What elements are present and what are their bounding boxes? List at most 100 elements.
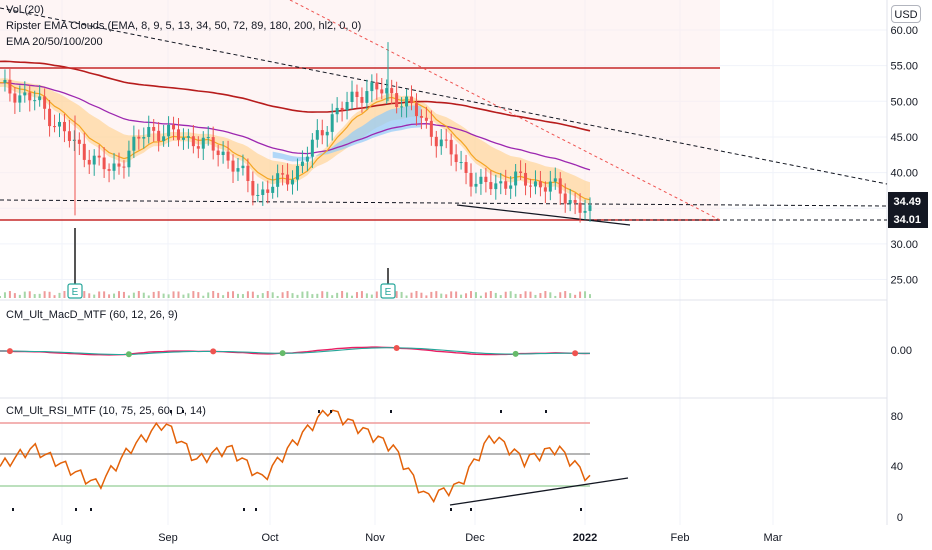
macd-tick-label: 0.00 — [891, 345, 912, 357]
volume-bar — [341, 291, 344, 298]
candle-body — [82, 143, 86, 160]
downtrend-line — [0, 7, 888, 185]
volume-bar — [346, 292, 349, 298]
rsi-signal-tick — [12, 508, 14, 511]
candle-body — [13, 93, 17, 103]
candle-body — [538, 181, 542, 188]
legend-volume: Vol (20) — [6, 4, 44, 16]
candle-body — [186, 136, 190, 138]
candle-body — [360, 97, 364, 103]
candle-body — [524, 172, 528, 186]
candle-body — [489, 182, 493, 190]
candle-body — [38, 96, 42, 101]
candle-body — [276, 173, 280, 187]
volume-bar — [430, 291, 433, 298]
price-tick-label: 40.00 — [890, 168, 918, 180]
candle-body — [340, 107, 344, 111]
volume-bar — [301, 291, 304, 298]
candle-body — [474, 183, 478, 187]
volume-bar — [504, 291, 507, 298]
candle-body — [246, 165, 250, 182]
candle-body — [365, 91, 369, 103]
volume-bar — [484, 292, 487, 298]
candle-body — [181, 137, 185, 140]
pink-shade-region — [0, 0, 720, 220]
volume-bar — [514, 293, 517, 298]
candle-body — [578, 202, 582, 213]
price-tick-label: 50.00 — [890, 96, 918, 108]
candle-body — [72, 139, 76, 142]
volume-bar — [227, 291, 230, 298]
candle-body — [514, 171, 518, 186]
volume-bar — [584, 291, 587, 298]
volume-bar — [405, 295, 408, 298]
rsi-pane[interactable] — [0, 409, 629, 511]
volume-bar — [544, 291, 547, 298]
candlesticks — [3, 42, 592, 223]
volume-bar — [539, 293, 542, 298]
candle-body — [419, 116, 423, 118]
macd-cross-dot — [279, 350, 286, 357]
volume-bar — [524, 291, 527, 298]
volume-bar — [286, 291, 289, 298]
candle-body — [320, 130, 324, 136]
volume-bar — [187, 293, 190, 298]
candle-body — [543, 187, 547, 192]
volume-bar — [88, 293, 91, 298]
volume-bar — [529, 291, 532, 298]
candle-body — [102, 157, 106, 170]
volume-bar — [316, 293, 319, 298]
volume-bar — [395, 291, 398, 298]
candle-body — [529, 185, 533, 187]
rsi-signal-tick — [182, 410, 184, 413]
volume-bar — [241, 294, 244, 298]
time-tick-label: Dec — [465, 532, 485, 544]
volume-bar — [98, 291, 101, 298]
volume-bar — [137, 291, 140, 298]
candle-body — [107, 169, 111, 171]
earnings-marker[interactable]: E — [380, 283, 396, 299]
candle-body — [494, 183, 498, 190]
rsi-legend: CM_Ult_RSI_MTF (10, 75, 25, 60, D, 14) — [6, 405, 206, 417]
macd-pane[interactable] — [0, 345, 591, 358]
volume-bar — [13, 293, 16, 298]
volume-bar — [574, 294, 577, 298]
rsi-tick-label: 80 — [891, 411, 903, 423]
ema-cloud-blue — [272, 105, 422, 162]
time-tick-label: Feb — [671, 532, 690, 544]
candle-body — [211, 137, 215, 151]
volume-bar — [192, 291, 195, 298]
volume-bar — [197, 292, 200, 298]
candle-body — [77, 139, 81, 144]
volume-bars — [0, 228, 591, 298]
price-pane[interactable]: E E — [0, 0, 888, 299]
candle-body — [28, 92, 32, 101]
candle-body — [231, 160, 235, 172]
ema-cloud-orange — [0, 78, 590, 205]
volume-bar — [132, 292, 135, 298]
candle-body — [484, 176, 488, 183]
rsi-signal-tick — [470, 508, 472, 511]
volume-bar — [306, 291, 309, 298]
volume-bar — [420, 292, 423, 298]
volume-bar — [113, 293, 116, 298]
volume-bar — [509, 291, 512, 298]
time-tick-label: Sep — [158, 532, 178, 544]
rsi-signal-tick — [170, 410, 172, 413]
volume-bar — [425, 295, 428, 298]
rsi-line — [0, 409, 591, 504]
volume-bar — [246, 291, 249, 298]
currency-button[interactable]: USD — [891, 5, 921, 23]
candle-body — [439, 139, 443, 147]
earnings-marker[interactable]: E — [67, 283, 83, 299]
volume-bar — [108, 294, 111, 298]
candle-body — [206, 137, 210, 139]
candle-body — [519, 171, 523, 173]
candle-body — [97, 155, 101, 158]
volume-bar — [38, 293, 41, 298]
volume-bar — [232, 291, 235, 298]
volume-bar — [365, 293, 368, 298]
volume-bar — [147, 295, 150, 298]
volume-bar — [440, 293, 443, 298]
